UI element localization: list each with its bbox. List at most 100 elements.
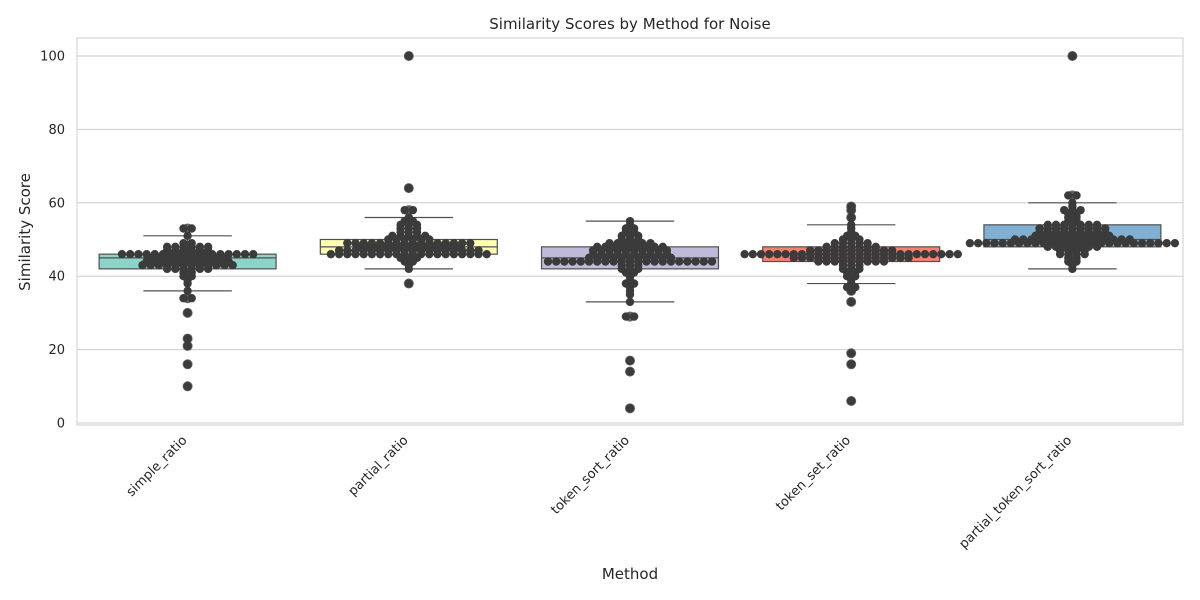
data-point [183,341,192,351]
data-point [150,249,159,259]
data-point [179,224,188,233]
x-tick-label: partial_ratio [346,433,412,499]
data-point [953,249,962,259]
data-point [888,246,897,255]
data-point [195,242,205,252]
data-point [179,238,188,248]
data-point [187,224,196,233]
data-point [466,238,475,248]
data-point [806,246,815,255]
y-axis-ticks: 0 20 40 60 80 100 [40,50,65,432]
data-point [998,238,1007,248]
data-point [593,242,602,252]
data-point [847,297,856,307]
data-point [973,238,983,248]
data-point [896,249,905,259]
y-axis-label: Similarity Score [16,173,34,291]
data-point [879,246,889,255]
data-point [904,249,913,259]
data-point [457,238,467,248]
data-point [134,249,143,259]
data-point [171,242,180,252]
data-point [1035,224,1044,233]
data-point [1162,238,1171,248]
data-point [920,249,930,259]
y-gridlines [77,55,1183,424]
data-point [912,249,921,259]
data-point [183,382,192,391]
data-point [367,238,377,248]
data-point [1101,224,1110,233]
data-point [1076,205,1085,215]
data-point [1010,235,1020,244]
data-point [1154,238,1163,248]
x-tick-label: partial_token_sort_ratio [957,433,1076,552]
data-point [433,238,442,248]
y-tick-label: 100 [40,50,65,65]
data-point [326,249,336,259]
data-point [183,334,192,343]
data-point [965,238,975,248]
data-point [814,246,823,255]
data-point [187,238,196,248]
x-tick-label: token_set_ratio [773,433,854,514]
data-point [183,286,192,296]
data-point [224,249,233,259]
data-point [625,297,635,307]
data-point [183,231,192,241]
data-point [1117,235,1126,244]
data-point [748,249,757,259]
data-point [1019,235,1028,244]
data-point [203,242,213,252]
data-point [789,249,798,259]
y-tick-label: 60 [48,196,65,211]
data-point [621,312,631,321]
data-point [400,205,409,215]
swarm-points [117,51,1180,413]
data-point [1068,51,1077,61]
data-point [847,220,856,230]
data-point [629,312,639,321]
data-point [552,257,561,266]
data-point [625,367,635,376]
y-tick-label: 40 [48,270,65,285]
data-point [929,249,938,259]
data-point [179,294,188,303]
data-point [249,249,258,259]
data-point [683,257,692,266]
data-point [482,249,491,259]
data-point [1064,191,1073,200]
data-point [449,238,459,248]
chart-title: Similarity Scores by Method for Noise [489,15,770,33]
data-point [1060,205,1069,215]
data-point [334,246,344,255]
data-point [142,249,151,259]
data-point [343,246,352,255]
data-point [404,279,413,288]
x-axis-label: Method [602,565,658,583]
data-point [404,213,413,222]
x-tick-label: simple_ratio [124,433,191,500]
data-point [560,257,569,266]
data-point [404,183,413,193]
data-point [699,257,708,266]
data-point [359,238,368,248]
data-point [830,238,839,248]
data-point [162,242,172,252]
y-tick-label: 80 [48,123,65,138]
data-point [847,360,856,369]
data-point [646,238,655,248]
data-point [1068,198,1077,207]
data-point [1051,220,1061,230]
x-tick-label: token_sort_ratio [548,433,633,518]
data-point [1043,220,1053,230]
data-point [707,257,717,266]
data-point [625,356,635,365]
data-point [658,242,667,252]
data-point [117,249,127,259]
data-point [871,242,880,252]
data-point [183,308,192,318]
data-point [945,249,954,259]
data-point [765,249,774,259]
